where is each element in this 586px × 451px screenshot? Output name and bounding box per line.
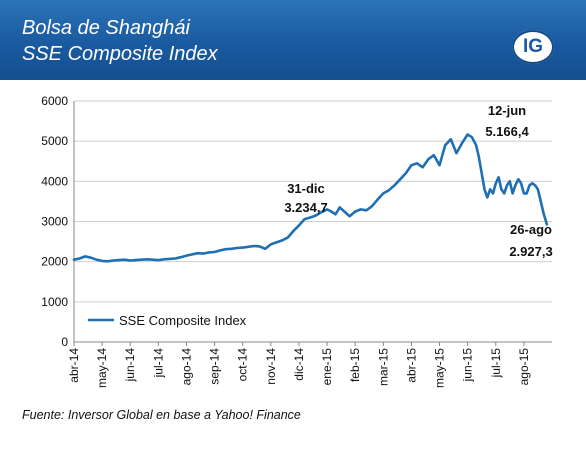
y-tick-label: 5000	[41, 134, 68, 148]
y-tick-label: 6000	[41, 94, 68, 108]
x-tick-label: may-14	[95, 348, 109, 388]
annotation-value: 3.234,7	[284, 200, 327, 215]
y-tick-label: 4000	[41, 174, 68, 188]
x-tick-label: ago-15	[517, 348, 531, 386]
x-tick-label: jun-15	[461, 348, 475, 383]
chart-title-line2: SSE Composite Index	[22, 43, 218, 65]
x-tick-label: sep-14	[208, 348, 222, 385]
x-tick-label: abr-14	[67, 348, 81, 383]
x-tick-label: mar-15	[376, 348, 390, 386]
x-tick-label: jun-14	[123, 348, 137, 383]
line-chart: 0 1000 2000 3000 4000 5000 6000 abr-14 may-14 jun…	[41, 94, 552, 388]
annotation-date: 31-dic	[287, 181, 325, 196]
y-tick-label: 0	[61, 335, 68, 349]
x-tick-label: jul-15	[489, 348, 503, 379]
x-tick-label: ago-14	[179, 348, 193, 386]
x-tick-label: abr-15	[404, 348, 418, 383]
annotation-value: 5.166,4	[485, 124, 529, 139]
series-line	[72, 133, 549, 263]
y-tick-label: 3000	[41, 215, 68, 229]
y-tick-label: 1000	[41, 295, 68, 309]
annotation-date: 12-jun	[488, 103, 526, 118]
legend-label: SSE Composite Index	[119, 313, 247, 328]
header-banner: Bolsa de Shanghái SSE Composite Index IG	[0, 0, 586, 80]
source-note: Fuente: Inversor Global en base a Yahoo!…	[22, 408, 301, 422]
x-tick-label: jul-14	[151, 348, 165, 379]
chart-title-line1: Bolsa de Shanghái	[22, 17, 190, 39]
x-tick-label: ene-15	[320, 348, 334, 386]
brand-logo-text: IG	[522, 36, 544, 57]
annotation-value: 2.927,3	[509, 244, 552, 259]
brand-logo: IG	[512, 30, 554, 64]
annotation-date: 26-ago	[510, 222, 552, 237]
x-tick-label: oct-14	[236, 348, 250, 382]
x-tick-label: dic-14	[292, 348, 306, 381]
x-tick-label: may-15	[433, 348, 447, 388]
x-tick-label: feb-15	[348, 348, 362, 382]
y-tick-label: 2000	[41, 255, 68, 269]
x-tick-label: nov-14	[264, 348, 278, 385]
